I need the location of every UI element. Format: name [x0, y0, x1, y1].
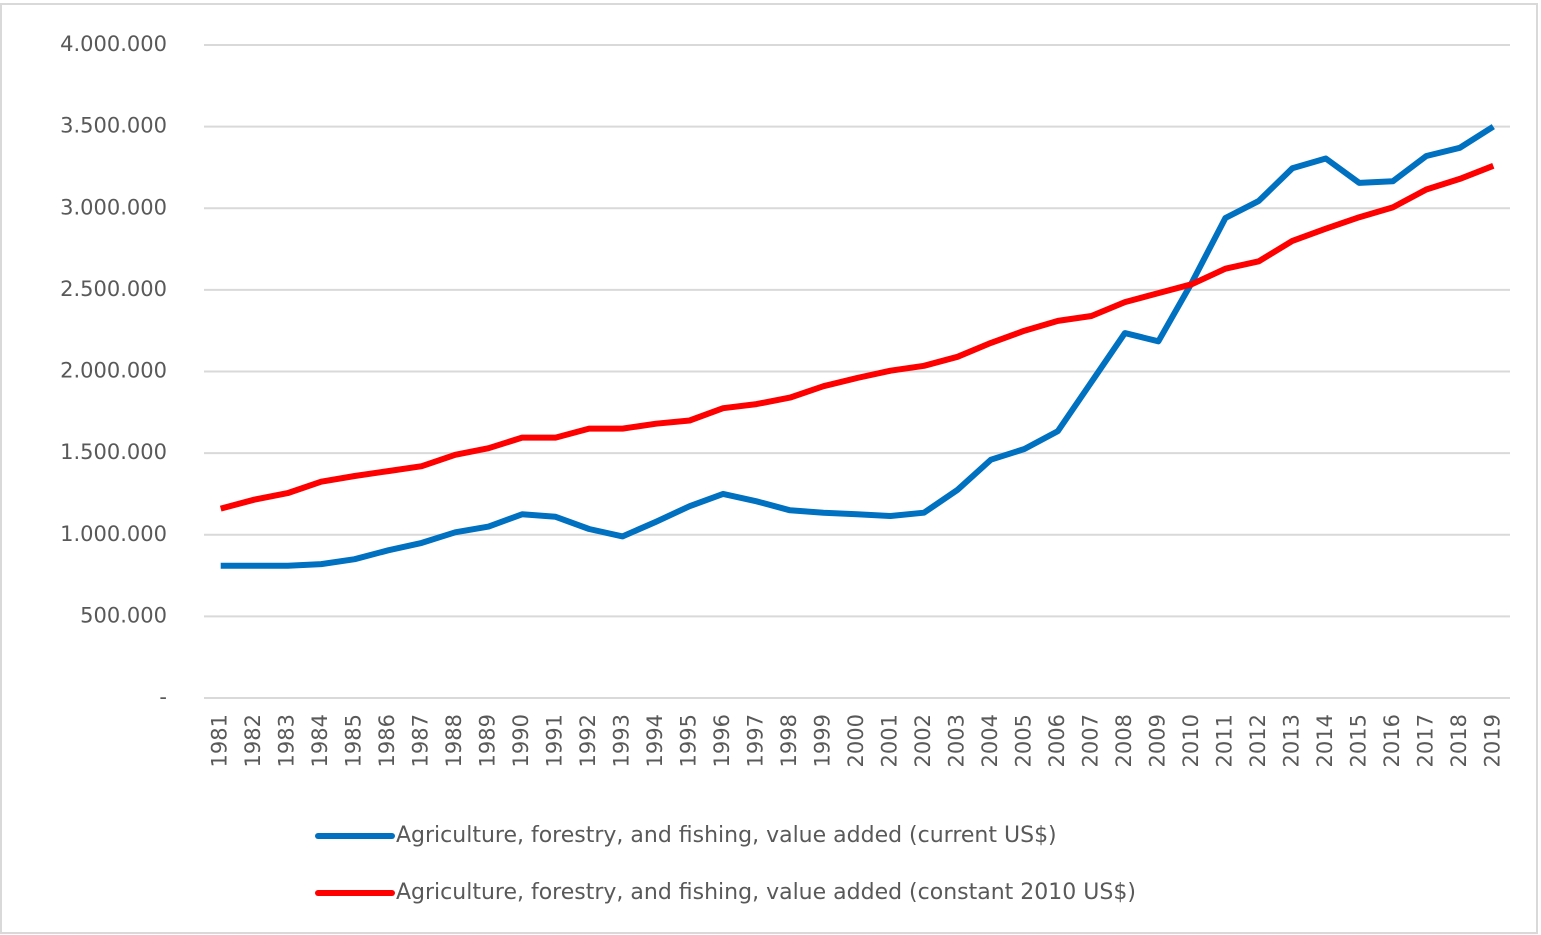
x-tick-label: 1982 [241, 714, 265, 767]
x-tick-label: 2012 [1246, 714, 1270, 767]
x-tick-label: 2002 [911, 714, 935, 767]
x-tick-label: 2016 [1380, 714, 1404, 767]
x-tick-label: 1991 [543, 714, 567, 767]
x-tick-label: 1988 [442, 714, 466, 767]
x-tick-label: 1996 [710, 714, 734, 767]
x-tick-label: 1986 [375, 714, 399, 767]
x-tick-label: 1983 [275, 714, 299, 767]
y-tick-label: 500.000 [80, 603, 167, 627]
x-tick-label: 2019 [1480, 714, 1504, 767]
chart-frame [0, 3, 1538, 934]
legend-item: Agriculture, forestry, and fishing, valu… [315, 823, 1057, 848]
x-tick-label: 2008 [1112, 714, 1136, 767]
y-tick-label: 4.000.000 [60, 32, 167, 56]
data-line [219, 163, 1495, 512]
x-tick-label: 1999 [811, 714, 835, 767]
x-tick-label: 2009 [1145, 714, 1169, 767]
x-tick-label: 1984 [308, 714, 332, 767]
x-tick-label: 1981 [208, 714, 232, 767]
y-tick-label: 1.500.000 [60, 440, 167, 464]
legend-label: Agriculture, forestry, and fishing, valu… [396, 823, 1057, 848]
x-tick-label: 2018 [1447, 714, 1471, 767]
x-tick-label: 2006 [1045, 714, 1069, 767]
x-tick-label: 1989 [476, 714, 500, 767]
x-tick-label: 1993 [610, 714, 634, 767]
x-tick-label: 2005 [1011, 714, 1035, 767]
y-tick-label: 1.000.000 [60, 522, 167, 546]
x-tick-label: 1985 [342, 714, 366, 767]
y-tick-label: - [159, 685, 167, 709]
x-tick-label: 2015 [1346, 714, 1370, 767]
x-tick-label: 2013 [1279, 714, 1303, 767]
x-tick-label: 2017 [1413, 714, 1437, 767]
x-tick-label: 1987 [409, 714, 433, 767]
x-tick-label: 2003 [944, 714, 968, 767]
y-tick-label: 3.500.000 [60, 114, 167, 138]
x-tick-label: 2010 [1179, 714, 1203, 767]
x-tick-label: 1994 [643, 714, 667, 767]
x-tick-label: 2007 [1078, 714, 1102, 767]
x-tick-label: 1997 [744, 714, 768, 767]
legend-label: Agriculture, forestry, and fishing, valu… [396, 880, 1136, 905]
x-tick-label: 2011 [1212, 714, 1236, 767]
x-tick-label: 2014 [1313, 714, 1337, 767]
x-tick-label: 2004 [978, 714, 1002, 767]
x-tick-label: 1990 [509, 714, 533, 767]
x-tick-label: 2000 [844, 714, 868, 767]
x-tick-label: 1992 [576, 714, 600, 767]
y-tick-label: 3.000.000 [60, 195, 167, 219]
y-tick-label: 2.500.000 [60, 277, 167, 301]
x-tick-label: 1995 [677, 714, 701, 767]
legend-item: Agriculture, forestry, and fishing, valu… [315, 880, 1136, 905]
data-line [220, 124, 1495, 569]
y-tick-label: 2.000.000 [60, 359, 167, 383]
x-tick-label: 1998 [777, 714, 801, 767]
x-tick-label: 2001 [877, 714, 901, 767]
